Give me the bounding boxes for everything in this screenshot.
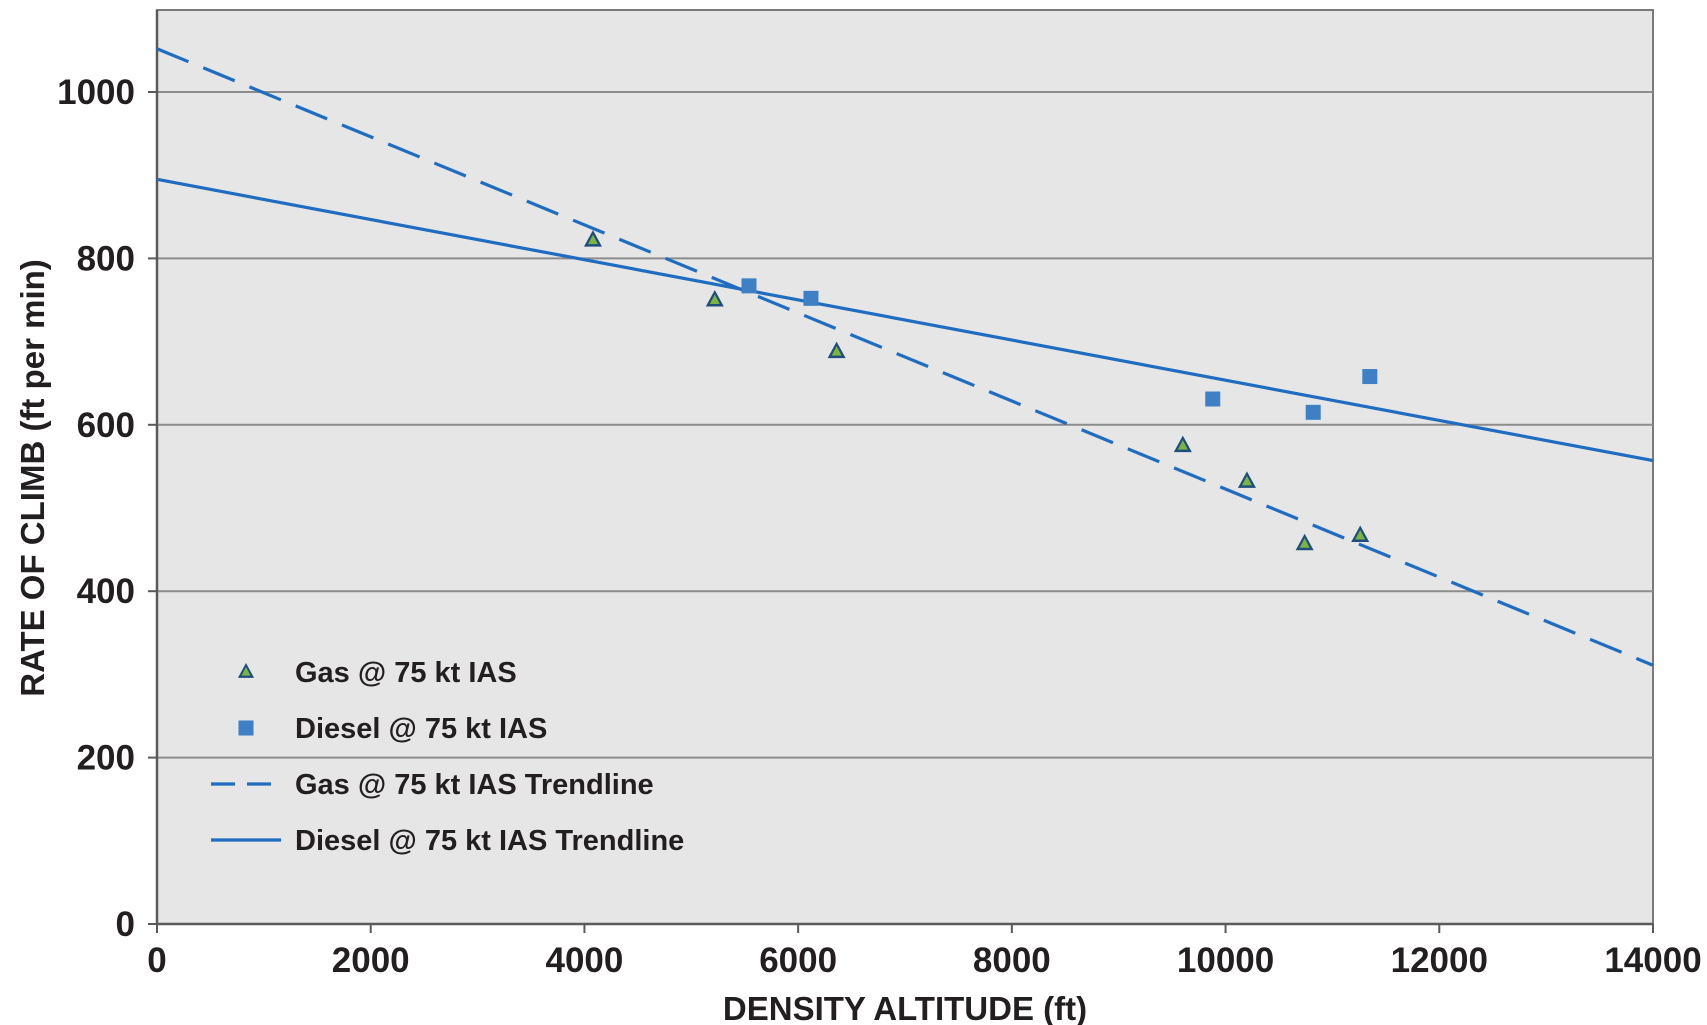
data-point: [803, 290, 819, 306]
series-3: [156, 177, 1654, 463]
legend-label: Diesel @ 75 kt IAS: [295, 713, 547, 745]
series-points-1: [741, 278, 1378, 420]
legend-item: Diesel @ 75 kt IAS Trendline: [211, 825, 684, 857]
data-point: [1295, 533, 1314, 551]
data-point: [1362, 369, 1378, 385]
marker-fill: [587, 234, 598, 245]
data-point: [1205, 391, 1221, 407]
data-point: [1237, 471, 1256, 488]
trendline: [156, 47, 1654, 667]
data-point: [1305, 404, 1321, 420]
x-tick-label: 14000: [1604, 941, 1701, 980]
data-point: [705, 290, 724, 307]
y-tick-label: 400: [77, 572, 135, 611]
data-point: [1351, 525, 1370, 542]
marker-fill: [831, 346, 842, 356]
x-tick-label: 6000: [759, 941, 837, 980]
x-tick-label: 12000: [1391, 941, 1488, 980]
marker-fill: [1355, 529, 1366, 540]
legend-label: Gas @ 75 kt IAS: [295, 657, 517, 689]
plot-area: [156, 9, 1654, 925]
marker-fill: [241, 667, 251, 676]
trendline: [156, 177, 1654, 463]
x-tick-label: 8000: [973, 941, 1051, 980]
axes: [148, 10, 1654, 933]
series-2: [156, 47, 1654, 667]
y-tick-label: 0: [116, 905, 135, 944]
data-point: [583, 230, 602, 247]
marker-fill: [1177, 440, 1188, 450]
x-tick-label: 2000: [332, 941, 410, 980]
marker-fill: [709, 294, 720, 304]
legend-item: Diesel @ 75 kt IAS: [238, 713, 547, 745]
y-tick-label: 600: [77, 406, 135, 445]
x-tick-label: 0: [147, 941, 166, 980]
series-points-0: [583, 230, 1370, 551]
y-tick-label: 1000: [57, 73, 135, 112]
legend: Gas @ 75 kt IAS Diesel @ 75 kt IAS Gas @ 7…: [211, 657, 684, 857]
x-tick-label: 10000: [1177, 941, 1274, 980]
legend-marker: [238, 720, 254, 736]
data-point: [1173, 435, 1192, 453]
y-tick-label: 200: [77, 739, 135, 778]
marker-fill: [1299, 538, 1310, 548]
marker-fill: [1241, 475, 1252, 486]
legend-label: Gas @ 75 kt IAS Trendline: [295, 769, 654, 801]
x-tick-label: 4000: [545, 941, 623, 980]
legend-label: Diesel @ 75 kt IAS Trendline: [295, 825, 684, 857]
series: [156, 47, 1654, 667]
legend-item: Gas @ 75 kt IAS: [237, 657, 517, 689]
y-tick-label: 800: [77, 239, 135, 278]
tick-labels: 0 2000 4000 6000 8000 10000 12000 14000 0 200 400 6…: [57, 73, 1702, 980]
gridlines: [157, 91, 1653, 759]
legend-item: Gas @ 75 kt IAS Trendline: [211, 769, 654, 801]
legend-marker: [237, 663, 255, 678]
data-point: [741, 278, 757, 294]
y-axis-label: RATE OF CLIMB (ft per min): [14, 259, 51, 697]
x-axis-label: DENSITY ALTITUDE (ft): [723, 990, 1087, 1025]
data-point: [827, 341, 846, 359]
